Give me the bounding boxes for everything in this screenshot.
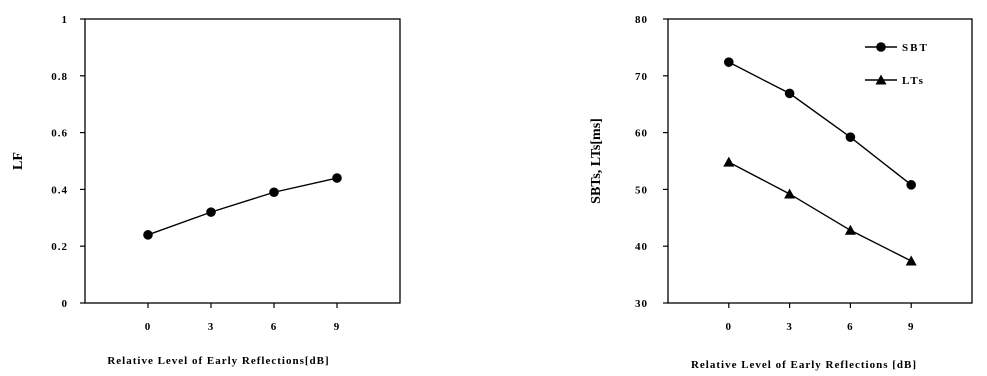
legend-label: LTs: [902, 75, 925, 87]
y-tick-label: 0.8: [51, 71, 68, 83]
x-axis-label: Relative Level of Early Reflections [dB]: [691, 359, 917, 371]
series-line: [147, 177, 338, 236]
series-line: [728, 161, 912, 262]
x-tick-label: 3: [208, 321, 215, 333]
y-tick-label: 1: [62, 14, 69, 26]
y-tick-label: 0.6: [51, 128, 68, 140]
lf-chart: 0 0.2 0.4 0.6 0.8 1 0 3 6 9 Relative Level of Ea…: [11, 14, 401, 367]
y-axis-label: LF: [11, 152, 26, 170]
y-tick-label: 80: [635, 14, 648, 26]
x-tick-label: 6: [847, 321, 854, 333]
x-tick-label: 9: [334, 321, 341, 333]
legend-marker-circle: [876, 42, 886, 52]
series-line: [728, 61, 912, 186]
y-tick-label: 70: [635, 71, 648, 83]
legend: SBT LTs: [865, 42, 929, 87]
legend-label: SBT: [902, 42, 929, 54]
x-axis-label: Relative Level of Early Reflections[dB]: [107, 355, 329, 367]
plot-frame: [667, 18, 973, 304]
series-group: [143, 173, 342, 240]
data-point-circle: [143, 230, 153, 240]
data-point-circle: [845, 132, 856, 142]
data-point-triangle: [723, 156, 735, 167]
x-tick-label: 6: [271, 321, 278, 333]
y-tick-label: 60: [635, 128, 648, 140]
x-tick-label: 0: [726, 321, 733, 333]
y-tick-label: 40: [635, 241, 648, 253]
x-tick-label: 9: [908, 321, 915, 333]
data-point-circle: [906, 180, 916, 190]
x-tick-label: 3: [786, 321, 793, 333]
plot-frame: [84, 18, 401, 304]
data-point-triangle: [844, 224, 856, 235]
data-point-circle: [784, 88, 795, 99]
data-point-circle: [269, 187, 279, 198]
data-point-circle: [724, 57, 734, 67]
y-axis-label: SBTs, LTs[ms]: [589, 118, 604, 204]
y-tick-label: 0.2: [51, 241, 68, 253]
sbt-lts-chart: 30 40 50 60 70 80 0 3 6 9 SBT LTs Relative Level …: [589, 14, 973, 371]
data-point-circle: [332, 173, 342, 183]
series-group: [723, 57, 917, 266]
y-tick-label: 0: [62, 298, 69, 310]
data-point-circle: [206, 207, 216, 217]
data-point-triangle: [905, 255, 917, 266]
x-axis-ticks: 0 3 6 9: [726, 303, 915, 333]
y-tick-label: 50: [635, 184, 648, 196]
y-tick-label: 0.4: [51, 184, 68, 196]
y-axis-ticks: 30 40 50 60 70 80: [635, 14, 668, 310]
x-tick-label: 0: [145, 321, 152, 333]
y-tick-label: 30: [635, 298, 648, 310]
data-point-triangle: [784, 188, 796, 199]
legend-marker-triangle: [875, 74, 887, 85]
x-axis-ticks: 0 3 6 9: [145, 303, 341, 333]
y-axis-ticks: 0 0.2 0.4 0.6 0.8 1: [51, 14, 85, 310]
